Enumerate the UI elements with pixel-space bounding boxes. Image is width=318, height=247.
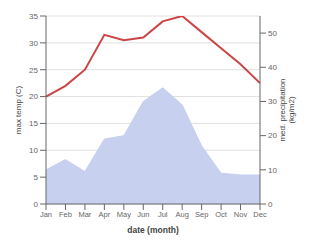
svg-text:Apr: Apr (99, 210, 111, 219)
svg-text:Jun: Jun (137, 210, 149, 219)
svg-text:25: 25 (29, 66, 38, 75)
svg-text:May: May (117, 210, 131, 219)
svg-text:Nov: Nov (234, 210, 248, 219)
svg-text:Dec: Dec (253, 210, 267, 219)
svg-text:max temp (C): max temp (C) (14, 85, 23, 134)
svg-text:Jan: Jan (40, 210, 52, 219)
svg-text:15: 15 (29, 119, 38, 128)
svg-text:Mar: Mar (78, 210, 91, 219)
svg-text:date (month): date (month) (127, 225, 179, 235)
svg-text:0: 0 (268, 200, 273, 209)
svg-text:40: 40 (268, 63, 277, 72)
svg-text:Feb: Feb (59, 210, 72, 219)
svg-text:30: 30 (29, 39, 38, 48)
svg-text:Oct: Oct (215, 210, 228, 219)
svg-text:50: 50 (268, 29, 277, 38)
svg-text:10: 10 (29, 146, 38, 155)
svg-text:35: 35 (29, 12, 38, 21)
svg-text:30: 30 (268, 97, 277, 106)
svg-text:10: 10 (268, 166, 277, 175)
svg-text:Jul: Jul (158, 210, 168, 219)
svg-text:5: 5 (34, 173, 39, 182)
svg-text:0: 0 (34, 200, 39, 209)
svg-text:Aug: Aug (176, 210, 189, 219)
svg-text:med. precipitation(kg/m2): med. precipitation(kg/m2) (278, 78, 296, 141)
svg-text:Sep: Sep (195, 210, 208, 219)
svg-text:20: 20 (29, 92, 38, 101)
svg-text:20: 20 (268, 131, 277, 140)
